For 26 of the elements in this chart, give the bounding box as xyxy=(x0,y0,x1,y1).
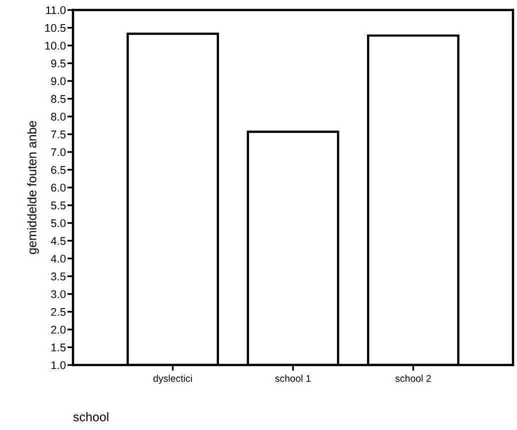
y-tick-label: 9.5 xyxy=(51,60,66,68)
y-tick-label: 10.0 xyxy=(45,42,66,50)
y-tick-label: 6.0 xyxy=(51,184,66,192)
y-tick-label: 10.5 xyxy=(45,24,66,32)
y-tick-label: 1.0 xyxy=(51,361,66,370)
y-axis-title: gemiddelde fouten anbe xyxy=(27,120,39,254)
x-tick-label: school 1 xyxy=(275,374,311,382)
x-tick-label: dyslectici xyxy=(153,374,192,384)
x-axis-title: school xyxy=(73,412,108,422)
y-tick-label: 2.5 xyxy=(51,308,66,316)
y-tick-label: 7.5 xyxy=(51,130,66,138)
y-tick-label: 5.0 xyxy=(51,219,66,228)
y-tick-label: 3.0 xyxy=(51,290,66,298)
y-tick-label: 6.5 xyxy=(51,166,66,174)
y-tick-label: 8.0 xyxy=(51,112,66,121)
y-tick-label: 3.5 xyxy=(51,272,66,280)
y-tick-label: 4.5 xyxy=(50,237,66,245)
x-tick-label: school 2 xyxy=(395,374,431,382)
y-tick-label: 4.0 xyxy=(50,254,66,263)
y-tick-label: 7.0 xyxy=(51,148,66,156)
y-tick-label: 2.0 xyxy=(51,326,66,334)
y-tick-label: 9.0 xyxy=(51,77,66,86)
y-tick-label: 8.5 xyxy=(51,95,66,103)
y-tick-label: 1.5 xyxy=(51,344,66,352)
y-tick-label: 5.5 xyxy=(51,202,66,210)
y-tick-label: 11.0 xyxy=(46,6,66,14)
